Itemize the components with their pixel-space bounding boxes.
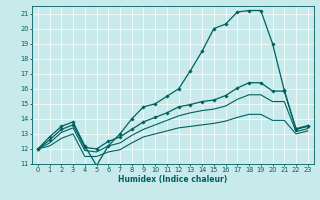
X-axis label: Humidex (Indice chaleur): Humidex (Indice chaleur): [118, 175, 228, 184]
